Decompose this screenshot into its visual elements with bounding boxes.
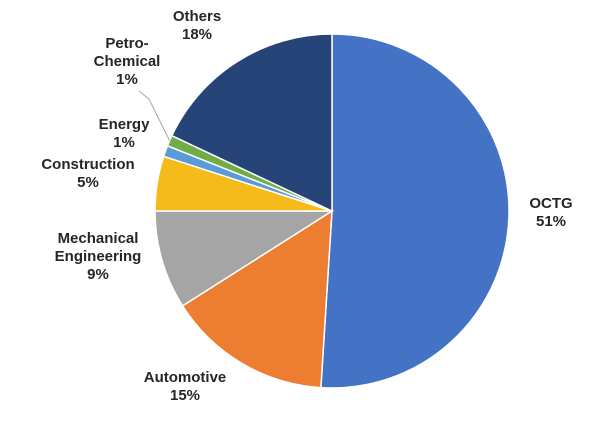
slice-label-others: Others 18% <box>173 8 221 43</box>
slice-labels: OCTG 51% Automotive 15% Mechanical Engineerin… <box>41 8 572 404</box>
slice-value-construction: 5% <box>77 174 99 191</box>
slice-label-construction: Construction 5% <box>41 156 134 191</box>
slice-value-petro-chemical: 1% <box>116 71 138 88</box>
slice-name-mechanical-engineering: Mechanical <box>58 230 139 247</box>
slice-value-octg: 51% <box>536 213 566 230</box>
slice-name-mechanical-engineering: Engineering <box>55 248 142 265</box>
slice-name-automotive: Automotive <box>144 369 227 386</box>
slice-value-automotive: 15% <box>170 387 200 404</box>
slice-name-others: Others <box>173 8 221 25</box>
slice-value-others: 18% <box>182 26 212 43</box>
slice-value-mechanical-engineering: 9% <box>87 266 109 283</box>
pie-slices <box>154 33 510 389</box>
slice-value-energy: 1% <box>113 134 135 151</box>
slice-label-energy: Energy 1% <box>99 116 151 151</box>
leader-line-petro-chemical <box>138 90 171 141</box>
slice-name-octg: OCTG <box>529 195 572 212</box>
slice-label-octg: OCTG 51% <box>529 195 572 230</box>
pie-slice-mechanical-engineering <box>154 210 335 307</box>
slice-name-petro-chemical: Chemical <box>94 53 161 70</box>
slice-label-mechanical-engineering: Mechanical Engineering 9% <box>55 230 142 283</box>
slice-name-construction: Construction <box>41 156 134 173</box>
slice-name-petro-chemical: Petro- <box>105 35 148 52</box>
leader-lines <box>138 90 171 141</box>
pie-slice-octg <box>320 33 510 389</box>
slice-label-automotive: Automotive 15% <box>144 369 227 404</box>
pie-slice-automotive <box>181 209 333 389</box>
pie-slice-others <box>170 33 333 213</box>
slice-label-petro-chemical: Petro-Chemical 1% <box>94 35 161 88</box>
slice-name-energy: Energy <box>99 116 151 133</box>
